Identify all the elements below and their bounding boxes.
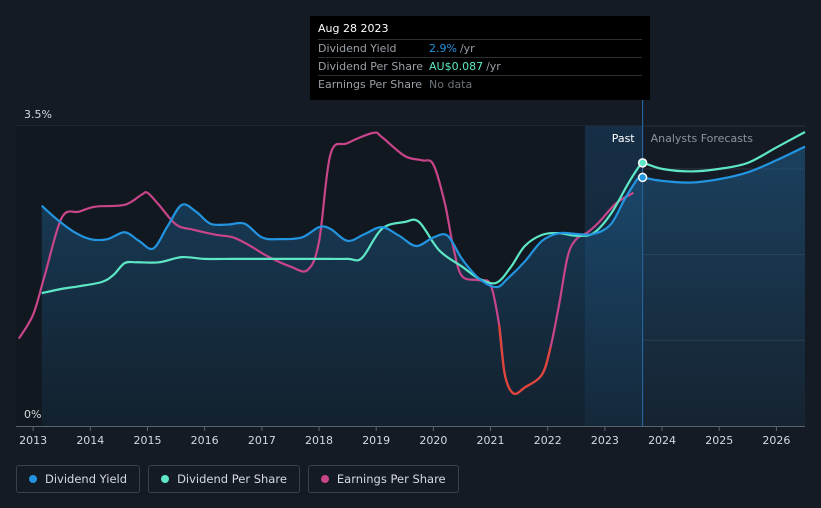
tooltip-label: Dividend Yield [318, 42, 397, 55]
legend-dot-icon [320, 475, 329, 483]
legend-dot-icon [29, 475, 37, 483]
dividend-yield-marker [637, 172, 648, 183]
x-tick-label: 2016 [191, 434, 219, 447]
dividend-yield-line [40, 145, 806, 289]
tooltip-value: No data [429, 78, 473, 91]
x-tick-label: 2025 [705, 434, 733, 447]
tooltip-unit: /yr [459, 42, 475, 55]
dividend-per-share-marker [637, 158, 648, 168]
tooltip-value: 2.9% [429, 42, 457, 55]
x-tick-label: 2014 [76, 434, 104, 447]
past-region-label: Past [612, 132, 636, 145]
legend: Dividend Yield Dividend Per Share Earnin… [16, 465, 459, 493]
x-tick-label: 2023 [591, 434, 619, 447]
x-tick-label: 2018 [305, 434, 333, 447]
x-tick-label: 2013 [19, 434, 47, 447]
tooltip-date: Aug 28 2023 [318, 22, 389, 35]
forecast-region-label: Analysts Forecasts [651, 132, 754, 145]
x-tick-label: 2022 [534, 434, 562, 447]
legend-label: Dividend Per Share [177, 472, 287, 486]
dividend-yield-area [41, 146, 805, 427]
x-tick-label: 2020 [419, 434, 447, 447]
legend-label: Dividend Yield [45, 472, 128, 486]
tooltip-row-earnings-per-share: Earnings Per Share No data [318, 75, 642, 93]
legend-dot-icon [161, 475, 170, 483]
x-tick-label: 2015 [134, 434, 162, 447]
tooltip-label: Earnings Per Share [318, 78, 423, 91]
x-tick-label: 2026 [762, 434, 790, 447]
tooltip-markers [637, 158, 648, 183]
tooltip-unit: /yr [486, 60, 501, 73]
x-tick-label: 2024 [648, 434, 676, 447]
x-tick-label: 2019 [362, 434, 390, 447]
tooltip-panel: Aug 28 2023 Dividend Yield 2.9% /yr Divi… [310, 16, 650, 100]
tooltip-row-dividend-yield: Dividend Yield 2.9% /yr [318, 39, 642, 57]
tooltip-label: Dividend Per Share [318, 60, 424, 73]
legend-item-dividend-yield[interactable]: Dividend Yield [16, 465, 141, 493]
x-tick-label: 2021 [477, 434, 505, 447]
axes: 2013 2014 2015 2016 2017 2018 2019 2020 2021 2022… [16, 426, 805, 447]
x-tick-label: 2017 [248, 434, 276, 447]
earnings-negative-segment [498, 324, 552, 396]
legend-item-earnings-per-share[interactable]: Earnings Per Share [307, 465, 459, 493]
y-tick-label-min: 0% [24, 408, 41, 421]
legend-label: Earnings Per Share [336, 472, 446, 486]
tooltip-value: AU$0.087 [429, 60, 484, 73]
legend-item-dividend-per-share[interactable]: Dividend Per Share [148, 465, 300, 493]
y-tick-label-max: 3.5% [24, 108, 52, 121]
series-areas [41, 146, 805, 427]
tooltip-row-dividend-per-share: Dividend Per Share AU$0.087 /yr [318, 57, 642, 75]
